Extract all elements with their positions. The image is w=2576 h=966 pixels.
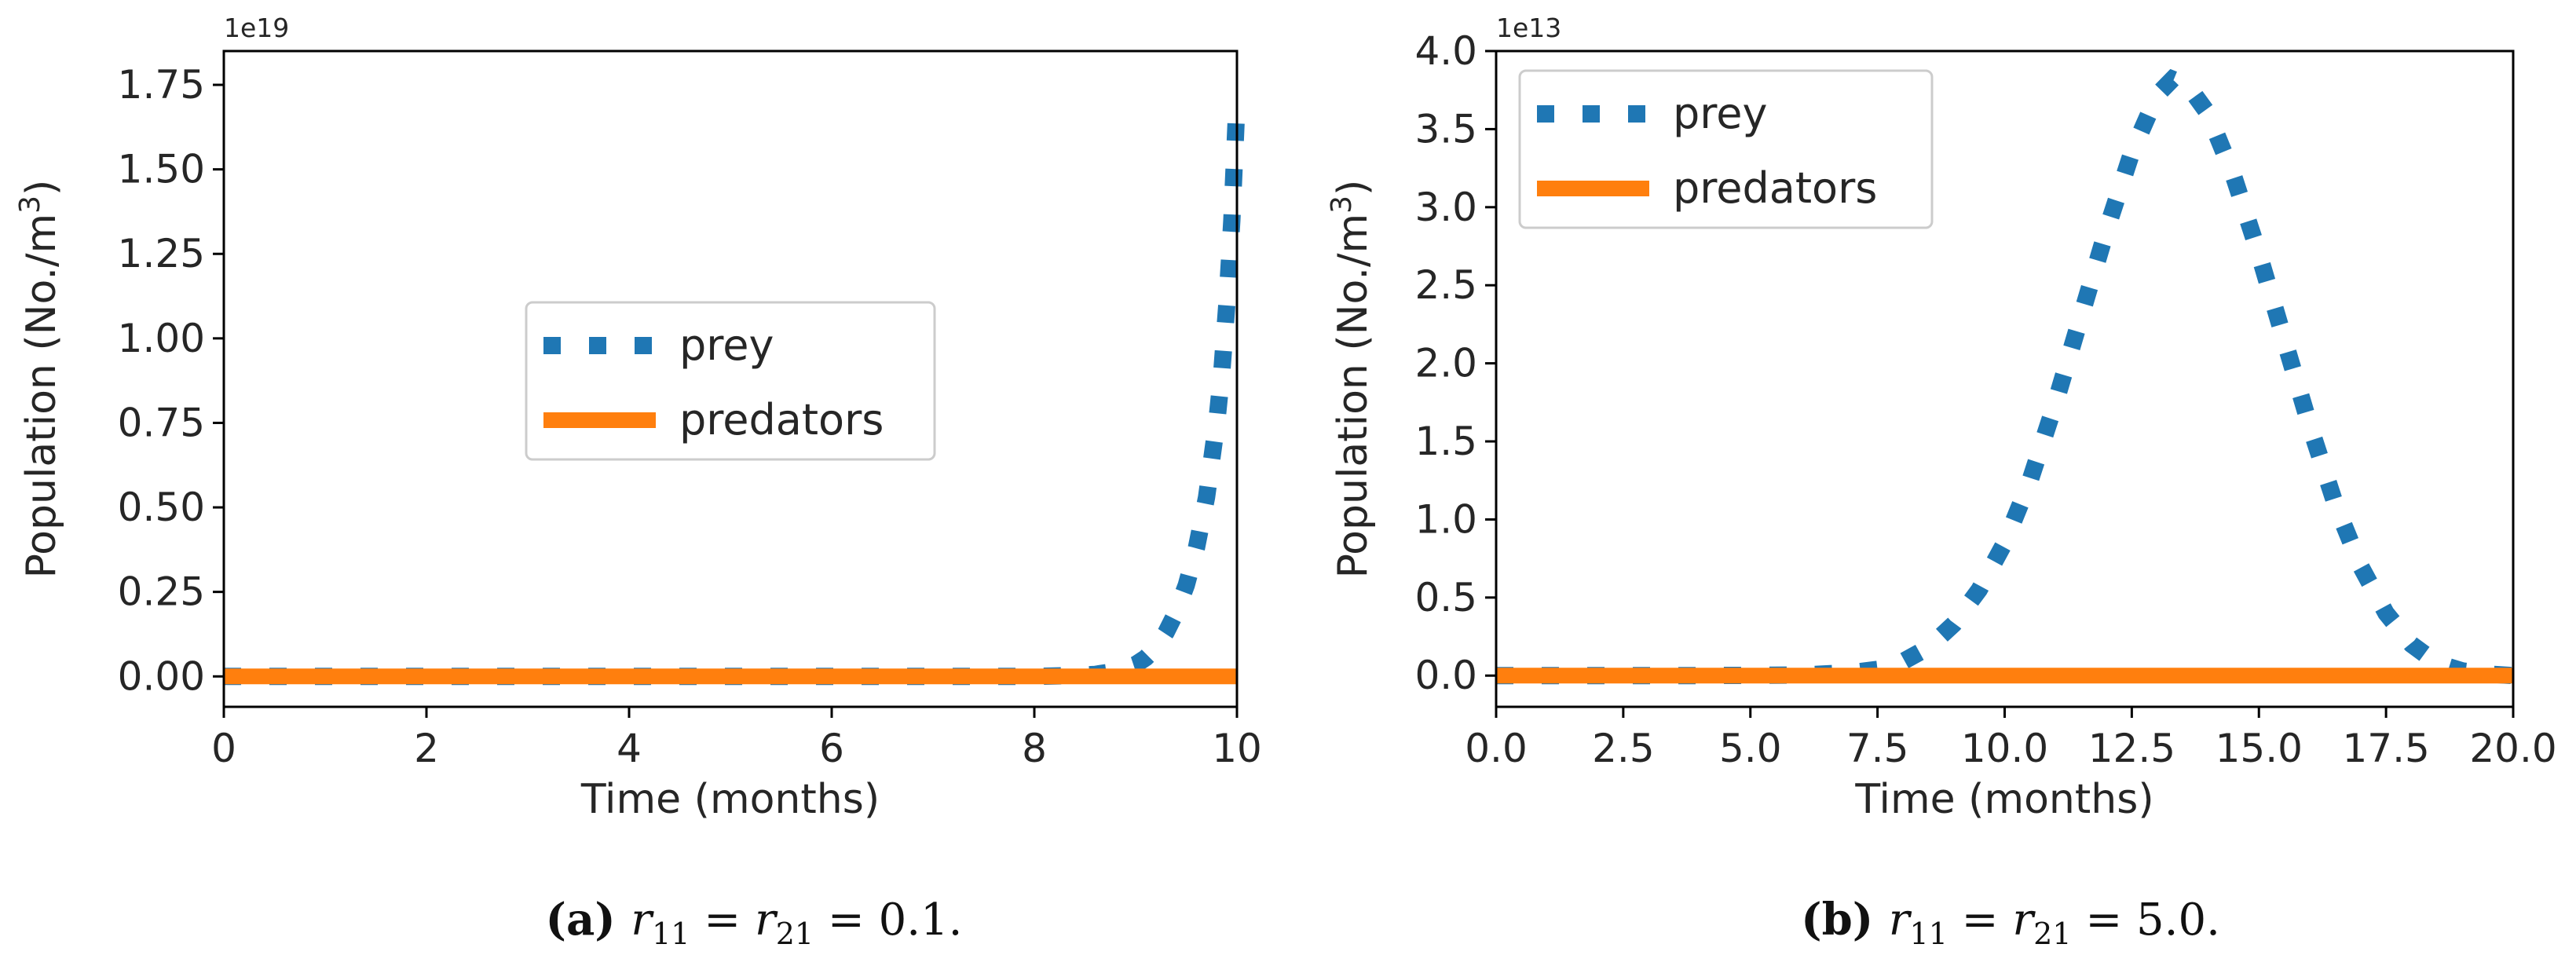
y-tick-label: 1.50 — [118, 147, 205, 192]
figure-caption: (a) r11 = r21 = 0.1. — [546, 894, 963, 951]
y-axis-label-end: ) — [18, 180, 65, 196]
y-tick-label: 3.5 — [1414, 106, 1477, 152]
x-tick-label: 6 — [819, 726, 844, 771]
x-tick-label: 10 — [1212, 726, 1262, 771]
legend-label-predators: predators — [679, 395, 884, 445]
y-axis-label: Population (No./m3) — [14, 180, 65, 579]
y-tick-label: 1.25 — [118, 231, 205, 276]
x-tick-label: 2 — [414, 726, 439, 771]
figure-caption: (b) r11 = r21 = 5.0. — [1801, 894, 2220, 951]
y-axis-label-end: ) — [1330, 180, 1377, 196]
x-tick-label: 10.0 — [1961, 726, 2048, 771]
y-tick-label: 0.5 — [1414, 575, 1477, 620]
legend-label-prey: prey — [679, 320, 774, 370]
y-tick-label: 1.00 — [118, 316, 205, 361]
y-axis-label-superscript: 3 — [1326, 196, 1358, 214]
y-tick-label: 1.5 — [1414, 419, 1477, 464]
x-axis-label: Time (months) — [580, 776, 880, 823]
caption-subscript: 11 — [652, 917, 690, 951]
y-offset-label: 1e13 — [1496, 13, 1561, 43]
x-tick-label: 2.5 — [1592, 726, 1655, 771]
y-tick-label: 0.00 — [118, 653, 205, 699]
legend-label-prey: prey — [1673, 89, 1767, 138]
caption-text: = r — [690, 895, 778, 946]
y-tick-label: 4.0 — [1414, 28, 1477, 74]
caption-subscript: 11 — [1910, 917, 1948, 951]
caption-tag: (b) — [1801, 894, 1889, 946]
y-tick-label: 0.25 — [118, 569, 205, 615]
y-tick-label: 1.0 — [1414, 496, 1477, 542]
plot-frame — [222, 49, 1239, 708]
chart-panel-a: 0 2 4 6 8 10 0.00 0.25 0.50 0.75 1.00 1.25 1.50 1.75 1… — [14, 13, 1262, 951]
x-tick-label: 12.5 — [2088, 726, 2175, 771]
x-tick-label: 0.0 — [1465, 726, 1528, 771]
x-tick-label: 8 — [1022, 726, 1047, 771]
y-tick-label: 0.50 — [118, 485, 205, 530]
x-tick-label: 20.0 — [2469, 726, 2556, 771]
legend-label-predators: predators — [1673, 163, 1877, 213]
caption-tag: (a) — [546, 894, 631, 946]
caption-subscript: 21 — [776, 917, 814, 951]
y-tick-label: 1.75 — [118, 62, 205, 108]
x-tick-label: 5.0 — [1719, 726, 1782, 771]
legend: prey predators — [525, 301, 936, 461]
caption-text: = 0.1. — [814, 895, 962, 946]
caption-text: r — [631, 895, 654, 946]
y-tick-label: 2.0 — [1414, 341, 1477, 386]
series-prey-line — [1496, 68, 2514, 685]
x-tick-label: 7.5 — [1846, 726, 1909, 771]
y-tick-label: 2.5 — [1414, 262, 1477, 308]
x-tick-label: 0 — [211, 726, 236, 771]
y-tick-label: 0.75 — [118, 400, 205, 445]
y-axis-label-main: Population (No./m — [18, 214, 65, 579]
y-axis-label-superscript: 3 — [14, 196, 46, 214]
caption-text: r — [1889, 895, 1912, 946]
x-tick-label: 17.5 — [2342, 726, 2429, 771]
caption-text: = r — [1948, 895, 2036, 946]
x-tick-label: 4 — [617, 726, 642, 771]
series-prey-line — [224, 101, 1246, 686]
y-axis-label: Population (No./m3) — [1326, 180, 1377, 579]
y-offset-label: 1e19 — [224, 13, 289, 43]
y-tick-label: 3.0 — [1414, 185, 1477, 230]
x-tick-label: 15.0 — [2216, 726, 2303, 771]
chart-panel-b: 0.0 2.5 5.0 7.5 10.0 12.5 15.0 17.5 20.0 0.0 0.5 1.… — [1326, 13, 2557, 951]
caption-subscript: 21 — [2033, 917, 2071, 951]
legend: prey predators — [1518, 69, 1934, 229]
y-axis-label-main: Population (No./m — [1330, 214, 1377, 579]
caption-text: = 5.0. — [2072, 895, 2220, 946]
y-tick-label: 0.0 — [1414, 653, 1477, 698]
x-axis-label: Time (months) — [1854, 776, 2153, 823]
